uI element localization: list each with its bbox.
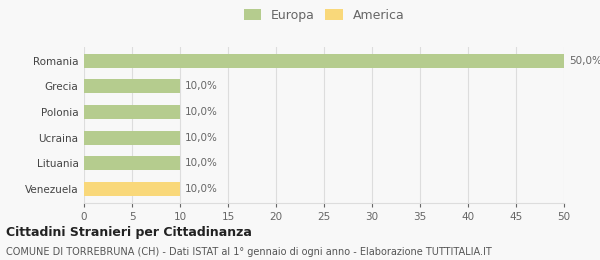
Bar [84,54,564,68]
Text: Cittadini Stranieri per Cittadinanza: Cittadini Stranieri per Cittadinanza [6,226,252,239]
Bar [84,182,180,196]
Text: 10,0%: 10,0% [185,184,218,194]
Text: 10,0%: 10,0% [185,107,218,117]
Text: 10,0%: 10,0% [185,158,218,168]
Bar [84,156,180,170]
Bar [84,80,180,94]
Text: 10,0%: 10,0% [185,133,218,142]
Text: 50,0%: 50,0% [569,56,600,66]
Text: 10,0%: 10,0% [185,81,218,92]
Bar [84,131,180,145]
Text: COMUNE DI TORREBRUNA (CH) - Dati ISTAT al 1° gennaio di ogni anno - Elaborazione: COMUNE DI TORREBRUNA (CH) - Dati ISTAT a… [6,247,492,257]
Bar [84,105,180,119]
Legend: Europa, America: Europa, America [241,6,407,24]
